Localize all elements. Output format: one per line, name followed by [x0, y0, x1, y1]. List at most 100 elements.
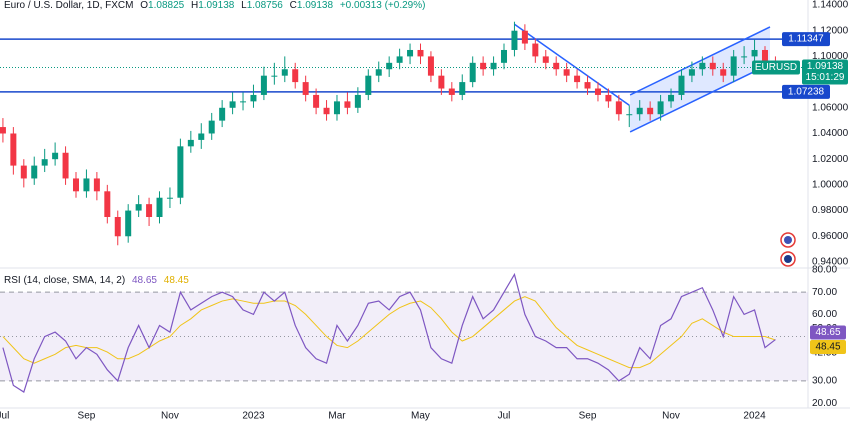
candle-body	[219, 107, 226, 121]
y-tick-label: 20.00	[812, 398, 837, 409]
candle-body	[354, 94, 361, 108]
ohlc-field: O1.08825	[140, 0, 184, 11]
candle-body	[469, 62, 476, 83]
x-tick-label: 2024	[743, 411, 766, 422]
candle-body	[594, 88, 601, 95]
rsi-line	[2, 296, 776, 369]
candle-body	[0, 127, 6, 134]
candle-body	[521, 30, 528, 44]
candle-body	[271, 75, 278, 77]
field-value: 1.09138	[296, 0, 334, 11]
candle-body	[407, 49, 414, 57]
y-tick-label: 1.14000	[812, 0, 849, 11]
candle-body	[333, 101, 340, 115]
candle-body	[668, 94, 675, 102]
candle-body	[260, 75, 267, 95]
candle-body	[146, 204, 153, 217]
candle-body	[93, 178, 100, 192]
ohlc-field: C1.09138	[290, 0, 333, 11]
candle-body	[177, 146, 184, 198]
candle-body	[10, 133, 17, 166]
symbol-badge	[752, 60, 800, 75]
candle-body	[52, 152, 59, 160]
candle-body	[459, 82, 466, 95]
field-label: L	[241, 0, 247, 11]
candle-body	[83, 178, 90, 192]
candle-body	[741, 56, 748, 58]
candle-body	[250, 94, 257, 102]
candle-body	[605, 94, 612, 102]
level-label: 1.07238	[788, 87, 825, 98]
x-tick-label: Jul	[0, 411, 9, 422]
candle-body	[532, 43, 539, 57]
ohlc-field: L1.08756	[241, 0, 283, 11]
candle-body	[396, 56, 403, 63]
candle-body	[417, 49, 424, 57]
y-tick-label: 60.00	[812, 309, 837, 320]
candle-body	[344, 101, 351, 108]
candle-body	[480, 62, 487, 70]
candle-body	[41, 159, 48, 166]
y-tick-label: 0.96000	[812, 231, 849, 242]
candle-body	[511, 30, 518, 50]
candle-body	[323, 107, 330, 115]
candle-body	[699, 62, 706, 70]
x-tick-label: Mar	[328, 411, 346, 422]
rsi-title: RSI (14, close, SMA, 14, 2)	[4, 275, 126, 286]
x-tick-label: Sep	[579, 411, 597, 422]
symbol-label: EURUSD	[755, 62, 797, 73]
candle-body	[751, 49, 758, 57]
candle-body	[208, 120, 215, 134]
flag-icon-inner	[784, 236, 792, 244]
candle-body	[490, 62, 497, 70]
candle-body	[31, 165, 38, 179]
candle-body	[198, 133, 205, 140]
y-tick-label: 30.00	[812, 376, 837, 387]
value-badge-label: 48.45	[815, 342, 840, 353]
candle-body	[574, 75, 581, 83]
candle-body	[135, 204, 142, 211]
candle-body	[375, 69, 382, 76]
y-tick-label: 1.02000	[812, 154, 849, 165]
y-tick-label: 1.06000	[812, 102, 849, 113]
level-badge	[782, 32, 830, 47]
candle-body	[104, 191, 111, 217]
field-value: 1.09138	[198, 0, 235, 11]
trend-line	[514, 23, 630, 106]
candle-body	[553, 62, 560, 70]
value-badge	[810, 339, 846, 354]
candle-body	[166, 197, 173, 199]
candle-body	[626, 114, 633, 116]
candle-body	[636, 107, 643, 115]
candle-body	[114, 216, 121, 237]
x-tick-label: 2023	[242, 411, 265, 422]
candle-body	[62, 152, 69, 179]
candle-body	[365, 75, 372, 95]
candle-body	[125, 210, 132, 237]
candle-body	[229, 101, 236, 108]
candle-body	[438, 75, 445, 89]
channel-line	[629, 63, 771, 133]
candle-body	[302, 82, 309, 95]
x-tick-label: Sep	[78, 411, 96, 422]
ohlc-field: H1.09138	[191, 0, 234, 11]
candle-body	[292, 69, 299, 83]
y-tick-label: 70.00	[812, 287, 837, 298]
y-tick-label: 1.12000	[812, 25, 849, 36]
channel-fill	[630, 26, 771, 132]
candle-body	[678, 75, 685, 95]
symbol-title: Euro / U.S. Dollar, 1D, FXCM	[4, 0, 134, 11]
candle-body	[647, 107, 654, 115]
field-label: O	[140, 0, 149, 11]
candle-body	[427, 56, 434, 76]
candle-body	[615, 101, 622, 115]
flag-icon-inner	[784, 255, 792, 263]
candle-body	[386, 62, 393, 70]
price-legend: Euro / U.S. Dollar, 1D, FXCM O1.08825 H1…	[4, 0, 429, 11]
candle-body	[240, 101, 247, 103]
field-label: C	[289, 0, 297, 11]
rsi-legend: RSI (14, close, SMA, 14, 2) 48.65 48.45	[4, 275, 193, 286]
